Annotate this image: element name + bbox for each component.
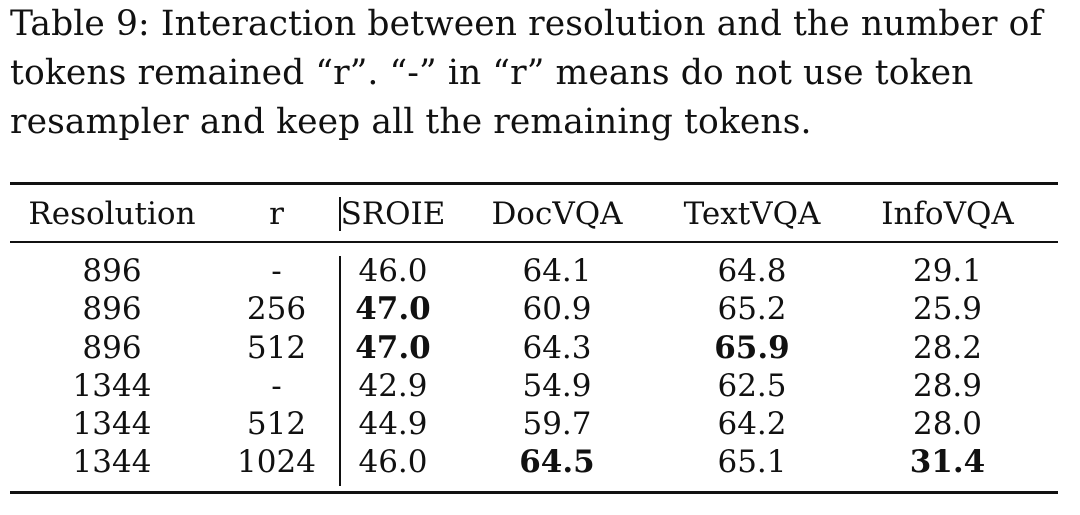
header-sroie: SROIE	[340, 195, 446, 232]
cell-docvqa: 54.9	[522, 367, 592, 404]
table-row: 1344 512 44.9 59.7 64.2 28.0	[10, 405, 1058, 443]
cell-textvqa: 65.2	[717, 291, 787, 328]
cell-textvqa: 64.2	[717, 406, 787, 443]
cell-r: 512	[246, 329, 307, 366]
header-infovqa: InfoVQA	[881, 195, 1014, 232]
cell-resolution: 1344	[72, 444, 152, 481]
cell-resolution: 1344	[72, 406, 152, 443]
cell-r: 512	[246, 406, 307, 443]
cell-docvqa: 60.9	[522, 291, 592, 328]
header-r: r	[269, 195, 284, 232]
cell-textvqa: 64.8	[717, 253, 787, 289]
cell-infovqa: 25.9	[912, 291, 983, 328]
cell-sroie: 46.0	[358, 444, 428, 481]
caption-line: tokens remained “r”. “-” in “r” means do…	[10, 53, 974, 93]
table-caption: Table 9: Interaction between resolution …	[10, 0, 1074, 147]
table-row: 896 - 46.0 64.1 64.8 29.1	[10, 252, 1058, 290]
cell-r: -	[271, 253, 282, 289]
cell-sroie: 47.0	[355, 329, 431, 366]
cell-docvqa: 64.3	[522, 329, 592, 366]
table-row: 1344 1024 46.0 64.5 65.1 31.4	[10, 443, 1058, 481]
cell-sroie: 42.9	[358, 367, 428, 404]
cell-resolution: 896	[82, 291, 142, 328]
table-row: 1344 - 42.9 54.9 62.5 28.9	[10, 367, 1058, 405]
cell-resolution: 896	[82, 329, 142, 366]
cell-r: 256	[246, 291, 307, 328]
table-row: 896 512 47.0 64.3 65.9 28.2	[10, 329, 1058, 367]
cell-infovqa: 31.4	[909, 444, 986, 481]
cell-r: 1024	[237, 444, 316, 481]
cell-textvqa: 62.5	[717, 367, 787, 404]
caption-line: resampler and keep all the remaining tok…	[10, 102, 812, 142]
table-header-rule	[10, 241, 1058, 243]
cell-sroie: 47.0	[355, 291, 431, 328]
header-textvqa: TextVQA	[683, 195, 821, 232]
header-docvqa: DocVQA	[491, 195, 623, 232]
header-row: Resolution r SROIE DocVQA TextVQA InfoVQ…	[10, 186, 1058, 241]
column-divider	[339, 197, 341, 231]
table-top-rule	[10, 182, 1058, 185]
caption-line: Table 9: Interaction between resolution …	[10, 4, 1043, 44]
cell-docvqa: 59.7	[522, 406, 592, 443]
cell-textvqa: 65.9	[714, 329, 790, 366]
cell-infovqa: 29.1	[912, 253, 983, 289]
cell-textvqa: 65.1	[717, 444, 787, 481]
header-resolution: Resolution	[28, 195, 196, 232]
column-divider	[339, 256, 341, 486]
cell-sroie: 46.0	[358, 253, 428, 289]
cell-r: -	[271, 367, 282, 404]
table-bottom-rule	[10, 491, 1058, 494]
cell-docvqa: 64.5	[519, 444, 595, 481]
cell-infovqa: 28.0	[912, 406, 983, 443]
cell-resolution: 1344	[72, 367, 152, 404]
cell-resolution: 896	[82, 253, 142, 289]
cell-infovqa: 28.2	[912, 329, 983, 366]
table-row: 896 256 47.0 60.9 65.2 25.9	[10, 290, 1058, 328]
table-body: 896 - 46.0 64.1 64.8 29.1 896 256 47.0 6…	[10, 252, 1058, 482]
cell-infovqa: 28.9	[912, 367, 983, 404]
table-header: Resolution r SROIE DocVQA TextVQA InfoVQ…	[10, 186, 1058, 241]
cell-sroie: 44.9	[358, 406, 428, 443]
cell-docvqa: 64.1	[522, 253, 592, 289]
